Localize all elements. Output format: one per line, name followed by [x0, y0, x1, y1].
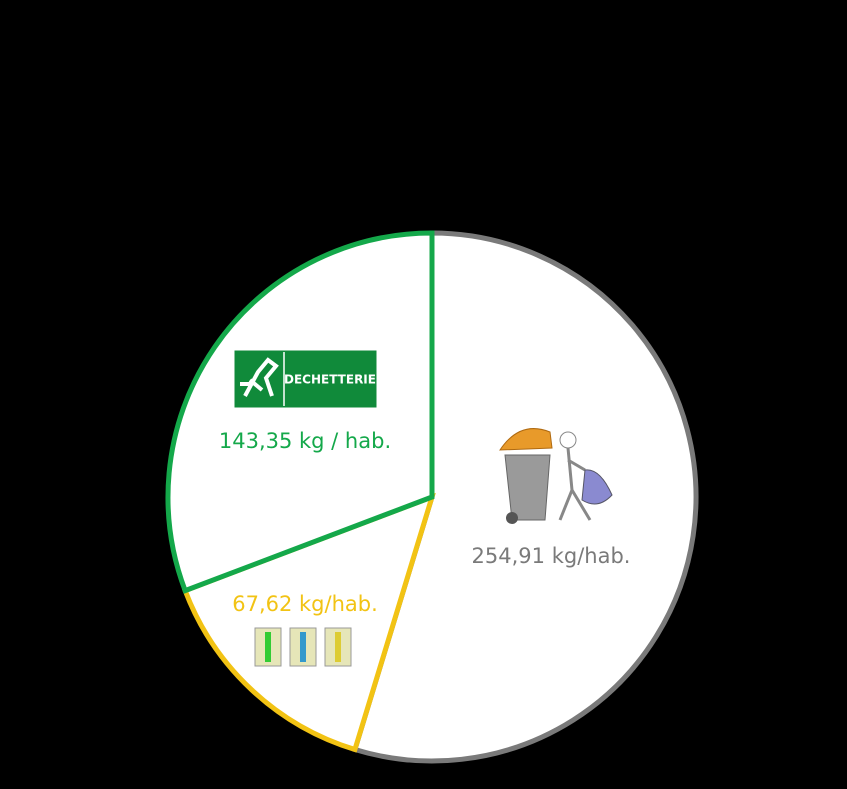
sign-box: [233, 349, 378, 409]
bin-body: [504, 454, 551, 521]
bin-wheel: [506, 512, 518, 524]
value-label: 254,91 kg/hab.: [472, 544, 631, 568]
pie-slice: [165, 230, 435, 594]
person-body: [558, 447, 592, 521]
bin-2-slot: [300, 632, 306, 662]
bag: [581, 469, 613, 505]
trash-icon: [499, 428, 613, 524]
person-head: [559, 431, 577, 449]
sign-icon: [240, 357, 279, 397]
bin-lid: [499, 428, 553, 451]
pie-slice: [181, 492, 436, 753]
slices: [165, 230, 699, 764]
dechetterie-sign: DECHETTERIE: [233, 349, 378, 409]
value-label: 143,35 kg / hab.: [219, 429, 391, 453]
bin-1-slot: [265, 632, 271, 662]
sign-text: DECHETTERIE: [284, 373, 376, 387]
value-label: 67,62 kg/hab.: [232, 592, 378, 616]
recycling-icon: [254, 627, 352, 667]
bin-3-slot: [335, 632, 341, 662]
